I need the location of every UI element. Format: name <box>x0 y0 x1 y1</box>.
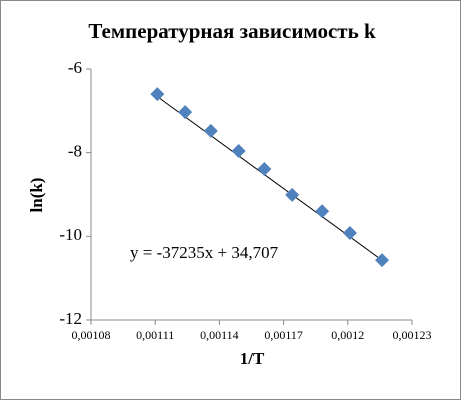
trendline-equation: y = -37235x + 34,707 <box>130 243 279 262</box>
y-tick-label: -12 <box>59 309 82 328</box>
point <box>257 161 272 176</box>
point <box>315 204 330 219</box>
point <box>178 105 193 120</box>
x-tick-label: 0,00108 <box>72 328 111 342</box>
point <box>375 253 390 268</box>
x-tick-label: 0,0012 <box>331 328 364 342</box>
chart-title: Температурная зависимость k <box>88 19 376 43</box>
x-tick-label: 0,00111 <box>136 328 174 342</box>
x-axis-label: 1/T <box>240 349 265 368</box>
y-tick-label: -6 <box>68 58 82 77</box>
y-tick-label: -8 <box>68 142 82 161</box>
x-tick-label: 0,00117 <box>264 328 303 342</box>
x-tick-label: 0,00123 <box>393 328 432 342</box>
point <box>231 143 246 158</box>
y-tick-label: -10 <box>59 225 82 244</box>
y-axis-label: ln(k) <box>27 178 46 213</box>
point <box>285 187 300 202</box>
point <box>203 123 218 138</box>
x-tick-label: 0,00114 <box>200 328 239 342</box>
point <box>342 225 357 240</box>
point <box>150 87 165 102</box>
